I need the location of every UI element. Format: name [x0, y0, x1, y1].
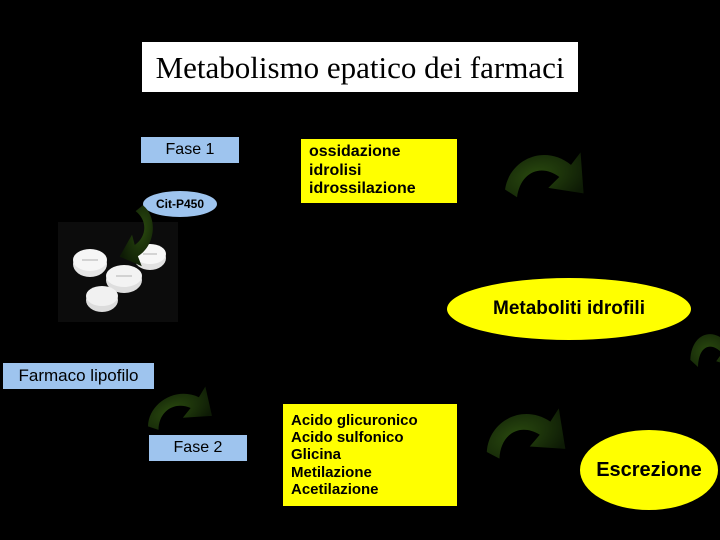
phase2-conjugations-box: Acido glicuronico Acido sulfonico Glicin… [282, 403, 458, 507]
phase1-reactions-list: ossidazione idrolisi idrossilazione [309, 143, 416, 198]
phase1-reaction-item: ossidazione [309, 143, 416, 161]
a-metab-down [677, 320, 720, 412]
escrezione-label: Escrezione [596, 459, 702, 482]
cit-label: Cit-P450 [156, 197, 204, 211]
phase2-conjugation-item: Metilazione [291, 464, 418, 481]
phase2-conjugation-item: Acido glicuronico [291, 412, 418, 429]
a-p1list-to-metab [485, 135, 603, 253]
phase2-conjugation-item: Acetilazione [291, 481, 418, 498]
phase1-reactions-box: ossidazione idrolisi idrossilazione [300, 138, 458, 204]
metabolites-oval: Metaboliti idrofili [447, 278, 691, 340]
slide-title: Metabolismo epatico dei farmaci [0, 42, 720, 92]
phase2-conjugation-item: Acido sulfonico [291, 429, 418, 446]
metabolites-label: Metaboliti idrofili [493, 298, 645, 320]
phase2-conjugation-item: Glicina [291, 446, 418, 463]
phase1-label: Fase 1 [166, 141, 215, 159]
phase2-conjugations-list: Acido glicuronico Acido sulfonico Glicin… [291, 412, 418, 498]
a-cit-to-pills [96, 191, 163, 270]
slide-title-text: Metabolismo epatico dei farmaci [142, 42, 579, 92]
farmaco-label: Farmaco lipofilo [19, 366, 139, 386]
phase1-reaction-item: idrolisi [309, 162, 416, 180]
phase1-box: Fase 1 [140, 136, 240, 164]
a-p2list-to-escr [464, 391, 587, 514]
farmaco-box: Farmaco lipofilo [2, 362, 155, 390]
escrezione-oval: Escrezione [580, 430, 718, 510]
phase1-reaction-item: idrossilazione [309, 180, 416, 198]
